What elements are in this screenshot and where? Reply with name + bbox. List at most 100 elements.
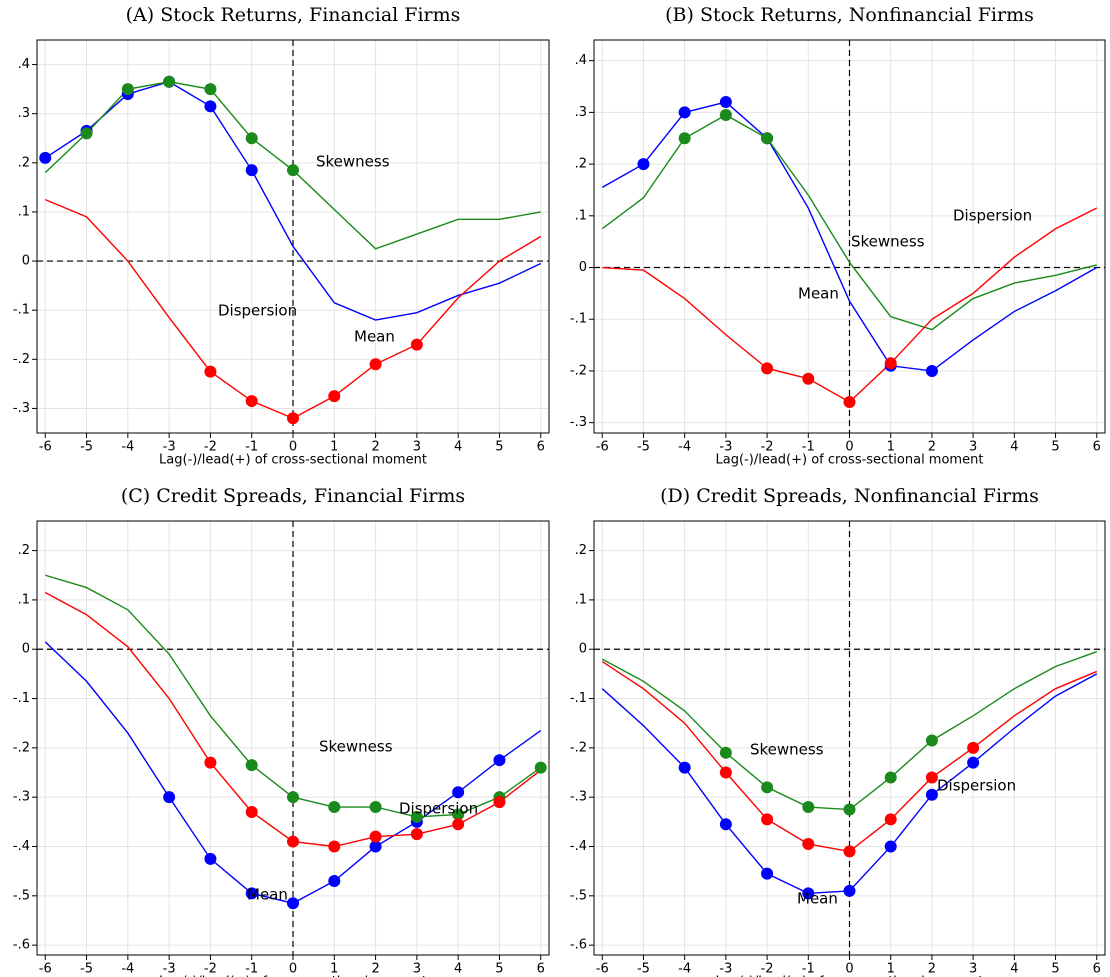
x-axis-title: Lag(-)/lead(+) of cross-sectional moment xyxy=(159,975,427,977)
x-tick-label: -3 xyxy=(163,962,176,977)
x-tick-label: 3 xyxy=(413,440,421,455)
y-tick-label: -.1 xyxy=(570,691,587,706)
x-tick-label: 6 xyxy=(537,440,545,455)
x-tick-label: 1 xyxy=(330,440,338,455)
y-tick-label: .4 xyxy=(18,57,30,72)
panel: (C) Credit Spreads, Financial Firms -.6 -.… xyxy=(13,485,550,977)
marker xyxy=(884,357,897,370)
marker xyxy=(452,808,465,821)
x-tick-label: 2 xyxy=(928,962,936,977)
series-label: Mean xyxy=(247,886,288,904)
y-tick-label: .2 xyxy=(575,157,587,172)
marker xyxy=(287,835,299,848)
x-tick-label: -2 xyxy=(761,962,774,977)
x-tick-label: -4 xyxy=(678,440,691,455)
marker xyxy=(245,395,258,408)
x-tick-label: 2 xyxy=(371,440,379,455)
x-tick-label: 3 xyxy=(969,440,977,455)
x-tick-label: 6 xyxy=(1093,440,1101,455)
y-tick-label: -.2 xyxy=(570,740,587,755)
x-tick-label: -2 xyxy=(204,962,217,977)
marker xyxy=(369,840,382,853)
marker xyxy=(802,372,815,385)
marker xyxy=(452,786,465,799)
marker xyxy=(245,132,258,145)
panel-title: (D) Credit Spreads, Nonfinancial Firms xyxy=(660,485,1039,507)
y-tick-label: .1 xyxy=(575,208,587,223)
y-tick-label: .1 xyxy=(18,592,30,607)
x-tick-label: 0 xyxy=(845,440,853,455)
y-tick-label: .3 xyxy=(18,106,30,121)
plot-frame xyxy=(36,520,550,956)
marker xyxy=(204,852,217,865)
y-tick-label: 0 xyxy=(22,254,30,269)
x-tick-label: -5 xyxy=(637,440,650,455)
marker xyxy=(39,151,52,164)
x-tick-label: -5 xyxy=(80,440,93,455)
series-label: Mean xyxy=(798,285,839,303)
x-tick-label: -3 xyxy=(163,440,176,455)
x-tick-label: -3 xyxy=(719,962,732,977)
marker xyxy=(719,746,732,759)
y-tick-label: -.1 xyxy=(13,303,30,318)
marker xyxy=(802,801,815,814)
marker xyxy=(204,100,217,113)
x-tick-label: -6 xyxy=(39,962,52,977)
marker xyxy=(369,830,382,843)
marker xyxy=(204,83,217,96)
marker xyxy=(719,818,732,831)
panel: (A) Stock Returns, Financial Firms -.3 -.2… xyxy=(13,4,550,468)
marker xyxy=(925,788,938,801)
y-tick-label: -.5 xyxy=(570,888,587,903)
marker xyxy=(925,734,938,747)
x-tick-label: -6 xyxy=(596,962,609,977)
panel-title: (A) Stock Returns, Financial Firms xyxy=(126,4,461,26)
x-tick-label: 2 xyxy=(928,440,936,455)
marker xyxy=(369,801,382,814)
y-tick-label: -.1 xyxy=(570,312,587,327)
x-tick-label: 4 xyxy=(454,962,462,977)
x-tick-label: 3 xyxy=(969,962,977,977)
plot-frame xyxy=(593,520,1106,956)
y-tick-label: -.2 xyxy=(570,363,587,378)
marker xyxy=(925,771,938,784)
y-tick-label: 0 xyxy=(22,642,30,657)
marker xyxy=(204,756,217,769)
x-tick-label: -2 xyxy=(761,440,774,455)
marker xyxy=(410,828,423,841)
marker xyxy=(843,803,856,816)
marker xyxy=(884,813,897,826)
marker xyxy=(761,813,774,826)
marker xyxy=(328,801,341,814)
marker xyxy=(245,805,258,818)
marker xyxy=(884,840,897,853)
marker xyxy=(287,164,299,177)
series-label: Skewness xyxy=(750,741,824,759)
x-tick-label: -5 xyxy=(80,962,93,977)
x-tick-label: 6 xyxy=(1093,962,1101,977)
x-tick-label: -1 xyxy=(245,962,258,977)
panel-title: (C) Credit Spreads, Financial Firms xyxy=(121,485,465,507)
x-tick-label: 2 xyxy=(371,962,379,977)
y-tick-label: -.3 xyxy=(13,401,30,416)
panel-title: (B) Stock Returns, Nonfinancial Firms xyxy=(665,4,1034,26)
marker xyxy=(245,759,258,772)
marker xyxy=(678,761,691,774)
x-tick-label: 3 xyxy=(413,962,421,977)
x-tick-label: 4 xyxy=(1010,962,1018,977)
marker xyxy=(761,781,774,794)
x-tick-label: 1 xyxy=(887,440,895,455)
y-tick-label: -.3 xyxy=(13,790,30,805)
marker xyxy=(245,887,258,900)
series-label: Skewness xyxy=(316,153,390,171)
marker xyxy=(843,395,856,408)
series-label: Dispersion xyxy=(399,800,478,818)
y-tick-label: .4 xyxy=(575,53,587,68)
marker xyxy=(163,791,176,804)
x-tick-label: 0 xyxy=(845,962,853,977)
x-tick-label: -4 xyxy=(678,962,691,977)
marker xyxy=(678,106,691,119)
series-label: Mean xyxy=(354,328,395,346)
x-tick-label: -4 xyxy=(121,440,134,455)
